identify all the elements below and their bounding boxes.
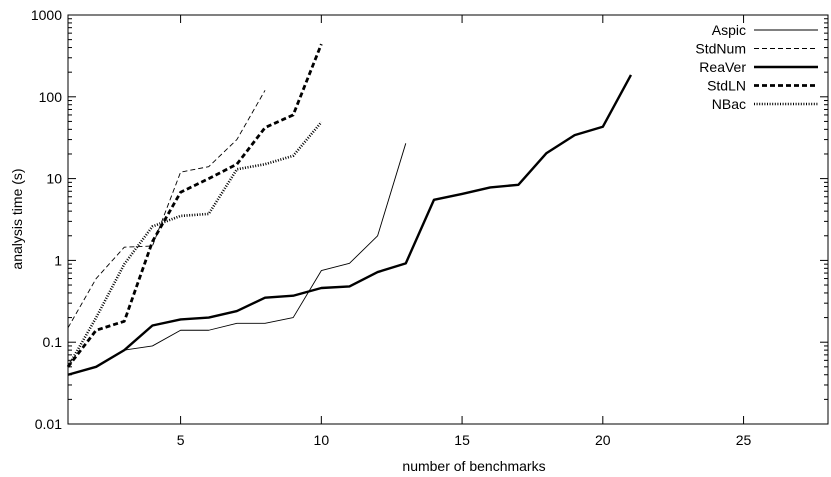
legend-label-reaver: ReaVer bbox=[699, 59, 746, 75]
series-line-reaver bbox=[67, 74, 633, 376]
y-axis: 0.01 0.1 1 10 100 1000 bbox=[31, 7, 828, 432]
x-tick-label: 25 bbox=[736, 432, 752, 448]
y-tick-label: 1000 bbox=[31, 7, 62, 23]
legend-label-nbac: NBac bbox=[712, 96, 746, 112]
legend-label-stdln: StdLN bbox=[707, 78, 746, 94]
x-axis: 5 10 15 20 25 bbox=[177, 15, 752, 448]
series-line-aspic bbox=[67, 143, 407, 376]
legend: Aspic StdNum ReaVer StdLN NBac bbox=[695, 22, 818, 112]
legend-label-aspic: Aspic bbox=[712, 22, 746, 38]
x-tick-label: 5 bbox=[177, 432, 185, 448]
x-tick-label: 10 bbox=[314, 432, 330, 448]
series-line-nbac bbox=[66, 121, 323, 368]
y-axis-label: analysis time (s) bbox=[9, 168, 25, 269]
y-tick-label: 1 bbox=[54, 252, 62, 268]
y-tick-label: 10 bbox=[46, 171, 62, 187]
y-tick-label: 0.1 bbox=[43, 334, 63, 350]
x-tick-label: 20 bbox=[595, 432, 611, 448]
y-tick-label: 0.01 bbox=[35, 416, 62, 432]
series-line-stdnum bbox=[67, 90, 266, 329]
x-tick-label: 15 bbox=[454, 432, 470, 448]
series-layer bbox=[66, 43, 633, 376]
plot-frame bbox=[67, 14, 829, 425]
series-line-stdln bbox=[66, 43, 323, 368]
y-tick-label: 100 bbox=[39, 89, 63, 105]
legend-label-stdnum: StdNum bbox=[695, 41, 746, 57]
x-axis-label: number of benchmarks bbox=[402, 458, 545, 474]
